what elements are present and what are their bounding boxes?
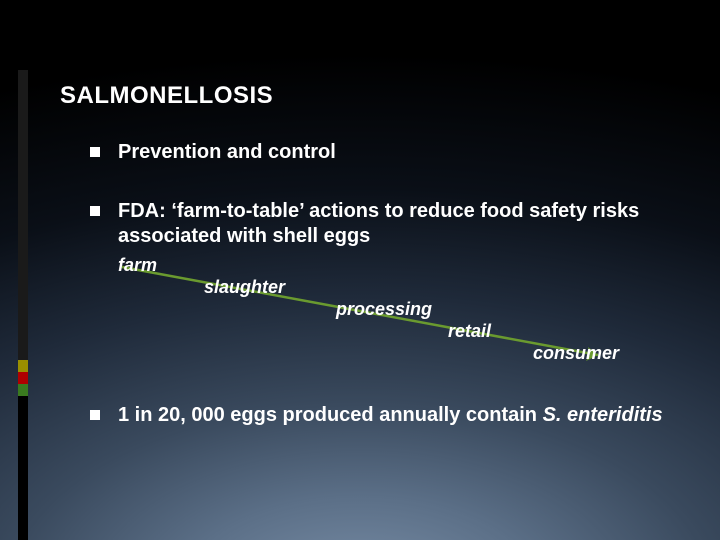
bullet-prevention: Prevention and control (90, 140, 670, 165)
bullet-stat-text: 1 in 20, 000 eggs produced annually cont… (118, 404, 543, 426)
bullet-fda: FDA: ‘farm-to-table’ actions to reduce f… (90, 199, 670, 249)
slide: SALMONELLOSIS Prevention and control FDA… (0, 0, 720, 540)
chain-item-retail: retail (448, 321, 491, 342)
chain-item-consumer: consumer (533, 343, 619, 364)
species-name: S. enteriditis (543, 404, 663, 426)
chain-item-slaughter: slaughter (204, 277, 285, 298)
bullet-stat: 1 in 20, 000 eggs produced annually cont… (90, 403, 670, 428)
accent-bar (18, 0, 28, 540)
slide-title: SALMONELLOSIS (60, 82, 273, 110)
farm-to-table-chain: farm slaughter processing retail consume… (118, 255, 670, 373)
chain-item-farm: farm (118, 255, 157, 276)
chain-item-processing: processing (336, 299, 432, 320)
slide-content: Prevention and control FDA: ‘farm-to-tab… (90, 140, 670, 428)
